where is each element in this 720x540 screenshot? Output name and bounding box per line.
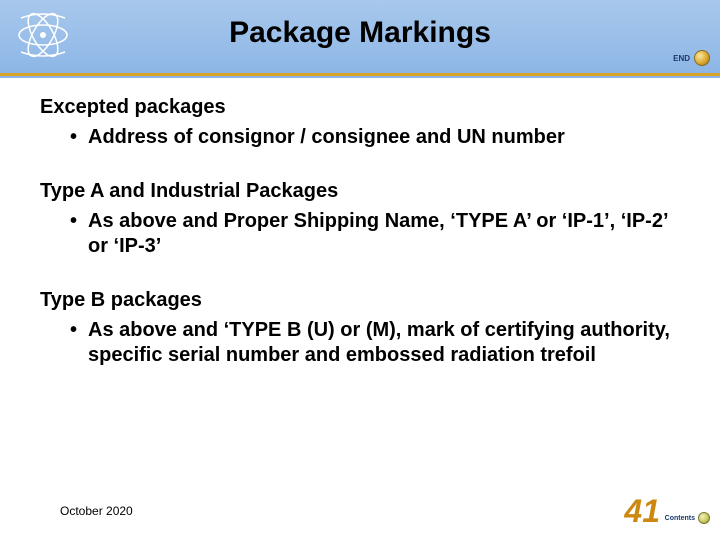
bullet-list: • As above and ‘TYPE B (U) or (M), mark … [70,318,680,368]
contents-icon [698,512,710,524]
section-heading: Excepted packages [40,96,680,119]
bullet-text: As above and Proper Shipping Name, ‘TYPE… [88,209,680,259]
bullet-dot: • [70,125,88,150]
bullet-text: As above and ‘TYPE B (U) or (M), mark of… [88,318,680,368]
globe-icon [694,50,710,66]
section-heading: Type B packages [40,289,680,312]
end-button[interactable]: END [673,50,710,66]
bullet-dot: • [70,318,88,343]
bullet-dot: • [70,209,88,234]
slide-title: Package Markings [0,16,720,50]
slide-content: Excepted packages • Address of consignor… [40,96,680,398]
slide-header: Package Markings END [0,0,720,78]
contents-label: Contents [665,515,695,522]
contents-button[interactable]: Contents [665,512,710,524]
list-item: • Address of consignor / consignee and U… [70,125,680,150]
slide-number: 41 [624,493,660,530]
end-label: END [673,54,690,63]
footer-date: October 2020 [60,504,133,518]
list-item: • As above and Proper Shipping Name, ‘TY… [70,209,680,259]
bullet-list: • As above and Proper Shipping Name, ‘TY… [70,209,680,259]
list-item: • As above and ‘TYPE B (U) or (M), mark … [70,318,680,368]
section-heading: Type A and Industrial Packages [40,180,680,203]
title-underline [0,73,720,76]
bullet-text: Address of consignor / consignee and UN … [88,125,680,150]
bullet-list: • Address of consignor / consignee and U… [70,125,680,150]
